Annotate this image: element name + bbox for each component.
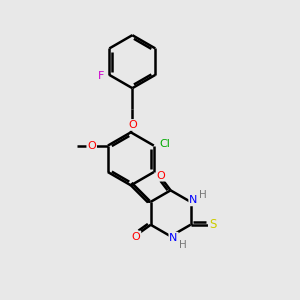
Text: O: O [128, 120, 137, 130]
Text: H: H [199, 190, 207, 200]
Text: N: N [189, 195, 198, 205]
Text: N: N [169, 233, 178, 243]
Text: O: O [132, 232, 140, 242]
Text: F: F [98, 71, 104, 81]
Text: S: S [209, 218, 216, 231]
Text: O: O [157, 171, 166, 181]
Text: Cl: Cl [160, 139, 170, 149]
Text: O: O [87, 141, 96, 151]
Text: H: H [179, 239, 187, 250]
